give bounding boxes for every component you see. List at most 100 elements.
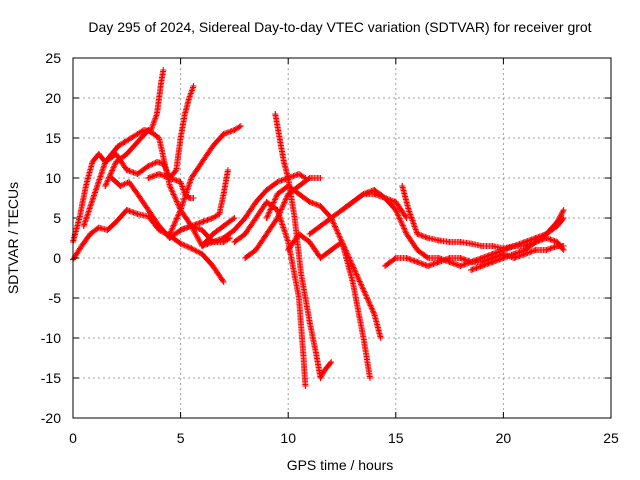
data-point — [134, 191, 141, 197]
data-point — [177, 227, 184, 233]
series-sat-a — [70, 67, 167, 245]
data-point — [392, 255, 399, 261]
data-point — [134, 139, 141, 145]
data-point — [543, 231, 550, 237]
data-point — [153, 111, 160, 117]
data-point — [521, 247, 528, 253]
data-point — [360, 335, 367, 341]
data-point — [263, 215, 270, 221]
data-point — [199, 251, 206, 257]
x-tick-label: 15 — [388, 430, 404, 446]
data-point — [554, 219, 561, 225]
data-point — [199, 159, 206, 165]
x-tick-label: 5 — [177, 430, 185, 446]
x-tick-label: 10 — [280, 430, 296, 446]
data-point — [457, 239, 464, 245]
data-point — [328, 247, 335, 253]
data-point — [166, 231, 173, 237]
data-point — [199, 243, 206, 249]
data-point — [403, 231, 410, 237]
series-sat-i — [199, 171, 309, 249]
data-point — [125, 179, 132, 185]
data-point — [489, 243, 496, 249]
data-point — [425, 263, 432, 269]
x-tick-label: 20 — [496, 430, 512, 446]
data-point — [317, 223, 324, 229]
series-sat-o — [306, 187, 410, 237]
data-point — [263, 199, 270, 205]
data-point — [237, 123, 244, 129]
data-point — [177, 207, 184, 213]
data-point — [489, 259, 496, 265]
data-point — [295, 295, 302, 301]
series-sat-n — [285, 231, 384, 341]
plot-area — [70, 67, 567, 389]
data-point — [377, 335, 384, 341]
series-sat-j — [231, 199, 309, 389]
data-point — [209, 231, 216, 237]
y-tick-label: 15 — [45, 130, 61, 146]
grid — [73, 58, 611, 418]
data-point — [317, 255, 324, 261]
data-point — [216, 211, 223, 217]
data-point — [242, 215, 249, 221]
data-point — [478, 263, 485, 269]
data-point — [371, 311, 378, 317]
data-point — [115, 143, 122, 149]
data-point — [276, 135, 283, 141]
data-point — [128, 135, 135, 141]
data-point — [156, 223, 163, 229]
data-point — [321, 367, 328, 373]
data-point — [306, 199, 313, 205]
data-point — [82, 183, 89, 189]
data-point — [220, 191, 227, 197]
data-point — [468, 259, 475, 265]
data-point — [78, 243, 85, 249]
data-point — [457, 263, 464, 269]
data-point — [295, 191, 302, 197]
data-point — [102, 159, 109, 165]
x-tick-label: 25 — [603, 430, 619, 446]
data-point — [209, 215, 216, 221]
data-point — [317, 175, 324, 181]
data-point — [95, 151, 102, 157]
data-point — [425, 255, 432, 261]
data-point — [560, 247, 567, 253]
data-point — [298, 271, 305, 277]
data-point — [295, 171, 302, 177]
data-point — [405, 207, 412, 213]
data-point — [102, 183, 109, 189]
x-axis-label: GPS time / hours — [287, 457, 394, 473]
series-sat-f — [145, 171, 197, 201]
data-point — [532, 247, 539, 253]
data-point — [328, 215, 335, 221]
data-point — [220, 235, 227, 241]
data-point — [166, 175, 173, 181]
y-tick-label: -20 — [41, 410, 61, 426]
data-point — [231, 239, 238, 245]
data-point — [231, 227, 238, 233]
data-point — [104, 227, 111, 233]
data-point — [87, 231, 94, 237]
data-point — [291, 215, 298, 221]
data-point — [231, 215, 238, 221]
data-point — [317, 375, 324, 381]
data-point — [382, 263, 389, 269]
data-point — [435, 259, 442, 265]
data-point — [188, 223, 195, 229]
data-point — [285, 183, 292, 189]
data-point — [134, 211, 141, 217]
series-sat-s — [468, 207, 567, 273]
data-point — [560, 207, 567, 213]
data-point — [349, 279, 356, 285]
y-tick-label: 25 — [45, 50, 61, 66]
series-sat-d — [102, 127, 238, 249]
data-point — [199, 219, 206, 225]
data-point — [360, 191, 367, 197]
data-point — [511, 243, 518, 249]
data-point — [382, 195, 389, 201]
y-axis-label: SDTVAR / TECUs — [5, 182, 21, 294]
ticks: 0 5 10 15 20 25 -20 -15 -10 -5 0 5 10 15 20 25 — [41, 50, 619, 446]
data-point — [532, 239, 539, 245]
data-point — [224, 167, 231, 173]
